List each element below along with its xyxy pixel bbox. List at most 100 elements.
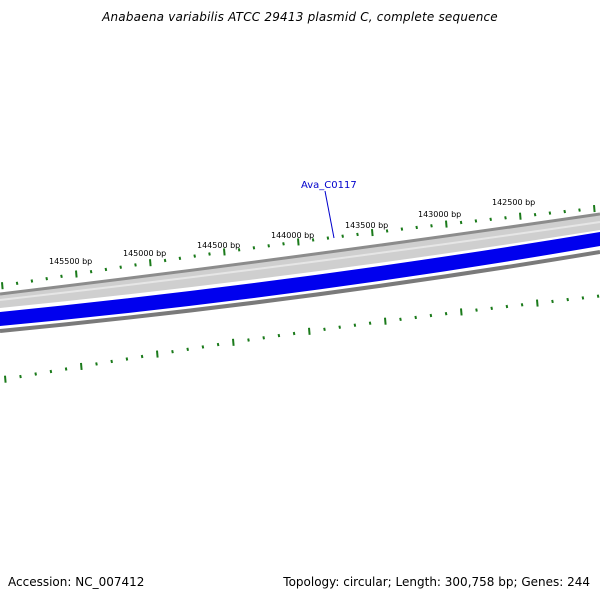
minor-tick [504,216,507,220]
minor-tick [140,354,144,359]
gene-track[interactable] [0,232,600,326]
minor-tick [208,252,211,256]
inner-ring [0,250,600,333]
minor-tick [533,213,537,217]
major-tick [149,259,152,267]
minor-tick [430,224,433,228]
minor-tick [400,227,404,231]
minor-tick [19,374,22,379]
minor-tick [282,242,285,246]
minor-tick [578,208,581,212]
minor-tick [368,321,372,325]
major-tick [75,270,78,278]
outer-ring-fill [0,214,600,308]
major-tick [536,299,539,307]
minor-tick [399,317,402,321]
minor-tick [64,367,68,371]
major-tick [223,248,226,256]
scale-label: 145500 bp [49,257,92,266]
accession-text: Accession: NC_007412 [8,575,145,589]
minor-tick [490,306,493,310]
minor-tick [60,274,63,278]
major-tick [297,238,300,246]
major-tick [4,375,7,383]
scale-label: 144500 bp [197,241,240,250]
minor-tick [551,299,554,304]
major-tick [593,205,596,213]
minor-tick [414,315,417,320]
minor-tick [489,217,492,221]
scale-label: 143000 bp [418,210,461,219]
minor-tick [475,308,478,312]
minor-tick [216,342,220,347]
scale-label: 144000 bp [271,231,314,240]
major-tick [232,338,235,346]
gene-label-ava-c0117[interactable]: Ava_C0117 [301,180,357,191]
minor-tick [45,277,48,281]
minor-tick [326,236,330,240]
minor-tick [323,327,326,331]
minor-tick [459,220,463,225]
minor-tick [338,325,341,329]
minor-tick [119,265,122,269]
minor-tick [49,369,53,374]
minor-tick [353,323,357,327]
minor-tick [95,362,98,366]
minor-tick [474,219,478,223]
minor-tick [34,372,37,376]
minor-tick [596,294,600,298]
scale-label: 145000 bp [123,249,166,258]
minor-tick [247,338,250,342]
minor-tick [193,254,196,258]
minor-tick [566,297,569,302]
minor-tick [444,312,448,316]
minor-tick [125,357,129,361]
minor-tick [110,359,113,364]
outer-ring-highlight [0,221,600,301]
major-tick [1,282,4,290]
minor-tick [163,258,167,263]
minor-tick [89,270,93,274]
minor-tick [505,304,509,309]
minor-tick [171,350,174,354]
scale-label: 142500 bp [492,198,535,207]
minor-tick [520,303,524,307]
minor-tick [429,313,433,318]
minor-tick [311,238,315,242]
minor-tick [292,331,296,336]
scale-ticks-bottom [4,294,600,383]
major-tick [519,212,522,220]
minor-tick [341,234,344,238]
minor-tick [385,229,389,233]
outer-ring-edge [0,212,600,296]
gene-label-pointer [324,190,335,239]
major-tick [156,350,159,358]
major-tick [460,308,463,316]
minor-tick [548,211,552,215]
minor-tick [252,246,256,250]
minor-tick [267,244,270,248]
minor-tick [581,296,585,300]
summary-text: Topology: circular; Length: 300,758 bp; … [283,575,590,589]
minor-tick [277,333,281,338]
scale-labels: 145500 bp 145000 bp 144500 bp 144000 bp … [49,198,535,266]
minor-tick [134,263,137,267]
major-tick [308,327,311,335]
minor-tick [201,345,205,349]
minor-tick [356,232,359,237]
major-tick [80,362,83,370]
minor-tick [237,248,241,252]
major-tick [445,220,448,228]
scale-ticks-top [1,205,596,290]
scale-label: 143500 bp [345,221,388,230]
minor-tick [30,279,34,283]
minor-tick [415,225,418,230]
map-title: Anabaena variabilis ATCC 29413 plasmid C… [102,10,498,24]
major-tick [371,229,374,237]
minor-tick [186,347,189,351]
minor-tick [104,267,108,272]
minor-tick [262,336,265,340]
minor-tick [15,281,19,285]
major-tick [384,317,387,325]
